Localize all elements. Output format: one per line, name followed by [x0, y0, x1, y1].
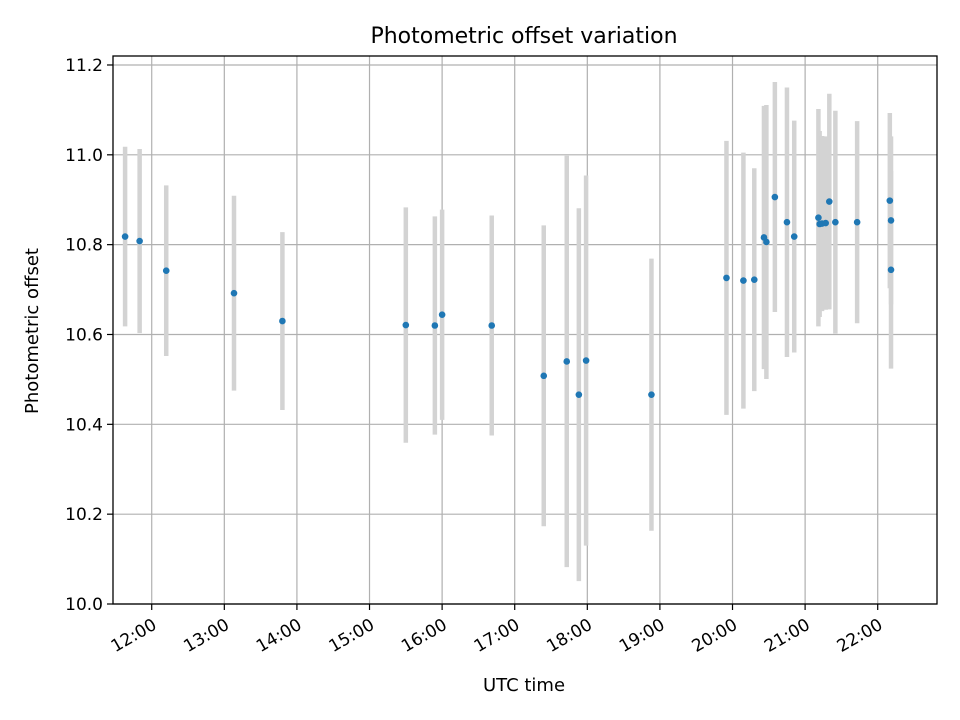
y-tick-label: 10.8: [65, 236, 103, 256]
x-tick-label: 21:00: [761, 615, 813, 657]
y-axis-ticks: 10.0 10.2 10.4 10.6 10.8 11.0 11.2: [65, 56, 113, 615]
data-point: [822, 219, 829, 227]
data-point: [886, 197, 894, 204]
x-tick-label: 18:00: [543, 615, 595, 657]
data-point: [582, 357, 590, 364]
plot-frame: [112, 55, 938, 605]
y-axis-label: Photometric offset: [22, 248, 43, 414]
data-point: [575, 391, 583, 398]
data-point: [136, 237, 143, 245]
x-tick-label: 19:00: [616, 615, 668, 657]
data-point: [887, 217, 895, 224]
data-point: [402, 321, 410, 329]
grid-lines: [113, 56, 937, 605]
data-point: [826, 198, 833, 205]
data-point: [740, 277, 747, 284]
data-point: [815, 214, 822, 222]
data-point: [750, 276, 758, 283]
y-tick-label: 11.0: [65, 146, 103, 166]
data-point: [790, 233, 798, 240]
y-tick-label: 11.2: [65, 56, 103, 76]
data-point: [771, 193, 779, 201]
y-tick-label: 10.6: [65, 325, 103, 345]
data-point: [121, 233, 129, 240]
data-point: [279, 317, 286, 325]
data-point: [563, 358, 571, 365]
data-point: [488, 322, 496, 329]
x-tick-label: 14:00: [253, 615, 305, 657]
data-point: [853, 218, 861, 226]
data-point: [783, 218, 791, 226]
data-point: [230, 289, 238, 297]
data-point: [431, 322, 439, 329]
data-point: [162, 267, 170, 275]
data-point: [832, 218, 839, 226]
x-tick-label: 20:00: [689, 615, 741, 657]
x-tick-label: 15:00: [326, 615, 378, 657]
x-axis-label: UTC time: [483, 675, 565, 696]
y-tick-label: 10.4: [65, 415, 103, 435]
x-axis-ticks: 12:00 13:00 14:00 15:00 16:00 17:00 18:00 19:00…: [108, 604, 886, 657]
data-points: [121, 193, 895, 398]
data-point: [438, 311, 446, 319]
data-point: [723, 274, 730, 282]
chart-title: Photometric offset variation: [370, 24, 677, 49]
x-tick-label: 16:00: [398, 615, 450, 657]
y-tick-label: 10.2: [65, 505, 103, 525]
data-point: [763, 238, 770, 246]
data-point: [648, 391, 655, 398]
x-tick-label: 22:00: [834, 615, 886, 657]
data-point: [540, 372, 548, 380]
x-tick-label: 12:00: [108, 615, 160, 657]
x-tick-label: 17:00: [471, 615, 523, 657]
x-tick-label: 13:00: [180, 615, 232, 657]
y-tick-label: 10.0: [65, 595, 103, 615]
data-point: [887, 266, 895, 274]
error-bars: [122, 82, 894, 582]
